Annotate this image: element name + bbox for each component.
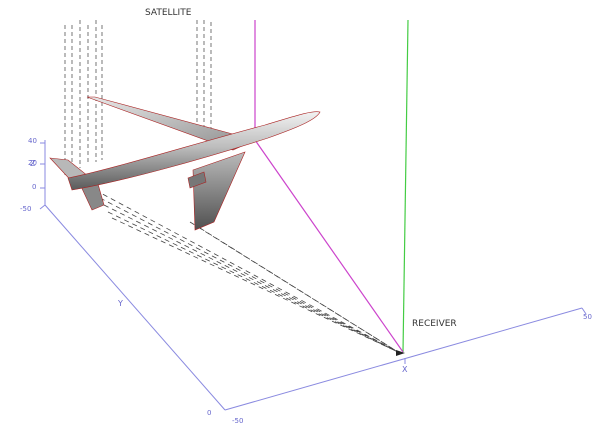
x-tick-label-start: -50: [232, 417, 244, 425]
x-tick-end: [581, 307, 587, 315]
z-axis-label: Z: [30, 159, 36, 168]
aircraft-fuselage: [67, 111, 321, 191]
satellite-label: SATELLITE: [145, 8, 192, 18]
y-tick-label-end: 0: [207, 409, 212, 417]
y-tick-label-start: -50: [20, 205, 32, 213]
x-axis-line: [224, 307, 583, 411]
aircraft-engine: [187, 171, 207, 189]
y-axis-label: Y: [118, 299, 123, 308]
axes: [39, 140, 587, 411]
z-tick-label-40: 40: [28, 137, 37, 145]
y-axis-line: [44, 204, 226, 411]
receiver-label: RECEIVER: [412, 319, 457, 329]
x-axis-label: X: [402, 365, 408, 374]
aircraft: [49, 96, 321, 231]
scatter-path: [74, 20, 404, 353]
receiver-marker: [396, 350, 405, 356]
incident-ray-dashes: [64, 20, 212, 175]
scattered-ray-dashes: [94, 189, 399, 353]
z-tick-label-20: 20: [28, 159, 37, 167]
aircraft-lower-wing: [192, 151, 246, 231]
z-tick-label-0: 0: [32, 183, 37, 191]
y-tick-start: [39, 204, 46, 210]
direct-path-line: [402, 19, 409, 353]
x-tick-label-end: 50: [583, 313, 592, 321]
